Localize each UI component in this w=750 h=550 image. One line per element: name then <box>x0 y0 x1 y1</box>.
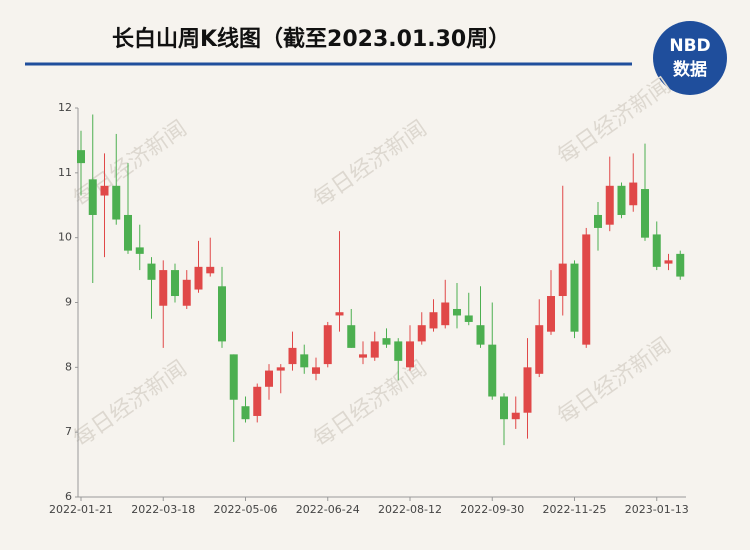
candle-body <box>335 312 344 316</box>
x-tick-label: 2022-06-24 <box>296 503 360 516</box>
candle-body <box>159 270 168 306</box>
candle-body <box>594 214 602 228</box>
candle-body <box>206 266 215 274</box>
y-tick-label: 10 <box>58 231 72 244</box>
candle-body <box>171 270 179 297</box>
candle-body <box>488 344 497 397</box>
candle-body <box>441 302 450 326</box>
candle-body <box>112 185 121 220</box>
candle-body <box>394 341 403 361</box>
y-tick-label: 11 <box>58 166 72 179</box>
logo-text: NBD <box>669 36 710 56</box>
candle-body <box>253 386 262 416</box>
y-tick-label: 7 <box>65 425 72 438</box>
candle-body <box>182 279 191 306</box>
y-tick-label: 9 <box>65 296 72 309</box>
candle-body <box>570 263 579 332</box>
x-tick-label: 2022-01-21 <box>49 503 113 516</box>
candle-body <box>77 150 85 164</box>
candle-body <box>641 189 649 238</box>
candle-body <box>147 263 156 280</box>
candle-body <box>535 325 544 374</box>
x-tick-label: 2023-01-13 <box>625 503 689 516</box>
candle-body <box>664 260 673 264</box>
candle-body <box>629 182 638 206</box>
candle-body <box>523 367 532 413</box>
y-tick-label: 12 <box>58 101 72 114</box>
candle-body <box>288 347 297 365</box>
candle-body <box>476 325 485 345</box>
candle-body <box>300 354 309 368</box>
logo <box>653 21 727 95</box>
candle-body <box>547 296 555 332</box>
candle-body <box>417 325 426 342</box>
candle-body <box>464 315 473 322</box>
candle-body <box>88 179 97 215</box>
candle-body <box>582 234 591 345</box>
candle-body <box>194 266 203 290</box>
candle-body <box>229 354 238 400</box>
candle-body <box>323 325 332 365</box>
candle-body <box>605 185 614 225</box>
candle-body <box>312 367 320 374</box>
candle-body <box>500 396 508 420</box>
candle-body <box>100 185 109 196</box>
candle-body <box>382 338 391 345</box>
y-tick-label: 8 <box>65 360 72 373</box>
candle-body <box>241 406 250 420</box>
candle-body <box>429 312 438 329</box>
logo-text: 数据 <box>673 59 707 80</box>
candle-body <box>265 370 273 387</box>
candle-body <box>135 247 144 254</box>
candle-body <box>676 253 685 277</box>
candle-body <box>124 214 132 251</box>
x-tick-label: 2022-03-18 <box>131 503 195 516</box>
x-tick-label: 2022-09-30 <box>460 503 524 516</box>
candle-body <box>617 185 626 215</box>
candle-body <box>276 367 285 371</box>
candle-body <box>347 325 356 348</box>
candle-body <box>406 341 414 368</box>
candle-body <box>370 341 379 358</box>
x-tick-label: 2022-08-12 <box>378 503 442 516</box>
candle-body <box>558 263 567 297</box>
y-tick-label: 6 <box>65 490 72 503</box>
chart-title: 长白山周K线图（截至2023.01.30周） <box>112 26 510 52</box>
x-tick-label: 2022-05-06 <box>214 503 278 516</box>
candle-body <box>218 286 226 342</box>
candle-body <box>652 234 661 267</box>
x-tick-label: 2022-11-25 <box>543 503 607 516</box>
candle-body <box>511 412 520 420</box>
candle-body <box>359 354 367 358</box>
candle-body <box>453 308 461 316</box>
